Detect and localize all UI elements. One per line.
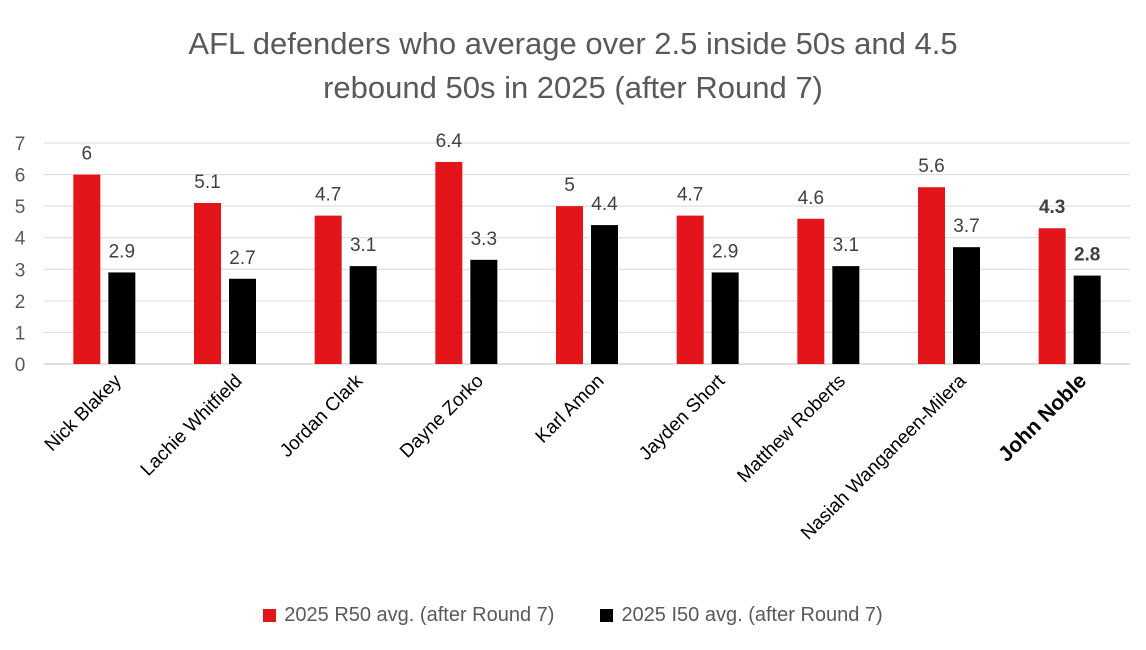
data-label-i50: 2.9 — [712, 241, 738, 262]
chart-title-line-2: rebound 50s in 2025 (after Round 7) — [323, 70, 823, 105]
legend-swatch-r50 — [263, 609, 277, 622]
data-label-r50: 4.6 — [798, 188, 824, 209]
y-tick-label: 0 — [15, 355, 26, 376]
bar-r50 — [797, 218, 825, 364]
data-label-i50: 2.7 — [229, 248, 255, 269]
y-tick-label: 2 — [15, 292, 26, 313]
bar-r50 — [314, 215, 342, 364]
x-category-label: Jayden Short — [635, 370, 730, 465]
y-tick-label: 3 — [15, 260, 26, 281]
y-tick-label: 7 — [15, 134, 26, 155]
data-label-i50: 4.4 — [591, 194, 618, 215]
data-label-i50: 2.9 — [109, 241, 135, 262]
y-tick-label: 4 — [15, 229, 26, 250]
legend-swatch-i50 — [600, 609, 614, 622]
bar-i50 — [108, 272, 136, 364]
data-label-r50: 4.7 — [315, 185, 341, 206]
y-tick-label: 6 — [15, 166, 26, 187]
data-label-r50: 4.7 — [677, 185, 703, 206]
data-label-i50: 3.1 — [350, 235, 376, 256]
chart-title: AFL defenders who average over 2.5 insid… — [0, 22, 1146, 110]
data-label-r50: 6.4 — [436, 131, 463, 152]
x-category-label: Dayne Zorko — [396, 371, 488, 463]
bar-r50 — [676, 215, 704, 364]
data-label-r50: 5.1 — [194, 172, 220, 193]
bar-i50 — [953, 247, 980, 364]
legend-item-r50: 2025 R50 avg. (after Round 7) — [263, 604, 554, 627]
x-category-label: Lachie Whitfield — [137, 371, 247, 481]
bar-i50 — [229, 278, 256, 364]
bar-r50 — [1038, 228, 1066, 364]
bar-i50 — [470, 259, 498, 364]
chart-title-line-1: AFL defenders who average over 2.5 insid… — [188, 26, 958, 61]
legend-label-r50: 2025 R50 avg. (after Round 7) — [284, 604, 555, 626]
bar-r50 — [435, 161, 463, 364]
bar-chart: 0 1 2 3 4 5 6 7 6 2.9 Nick Blakey 5.1 2.7 Lachie Whit… — [15, 131, 1130, 544]
bar-i50 — [349, 266, 377, 364]
bar-i50 — [711, 272, 739, 364]
x-category-label: Nick Blakey — [41, 370, 126, 455]
x-category-label: Matthew Roberts — [733, 371, 849, 487]
legend-label-i50: 2025 I50 avg. (after Round 7) — [621, 604, 883, 626]
data-label-r50: 5 — [564, 175, 575, 196]
bar-r50 — [918, 187, 945, 364]
bar-r50 — [194, 202, 221, 364]
x-category-label: Karl Amon — [532, 371, 609, 448]
data-label-i50: 3.3 — [471, 229, 497, 250]
data-label-r50: 6 — [82, 144, 93, 165]
data-label-r50: 5.6 — [918, 156, 944, 177]
bar-r50 — [556, 206, 583, 364]
data-label-i50: 3.1 — [833, 235, 859, 256]
bar-i50 — [591, 225, 618, 364]
bar-r50 — [73, 174, 101, 364]
bar-i50 — [1073, 275, 1101, 364]
legend-item-i50: 2025 I50 avg. (after Round 7) — [600, 604, 883, 627]
x-category-label: John Noble — [994, 369, 1091, 466]
bar-i50 — [832, 266, 860, 364]
data-label-i50: 3.7 — [953, 216, 979, 237]
y-tick-label: 1 — [15, 323, 26, 344]
data-label-r50: 4.3 — [1039, 197, 1065, 218]
chart-legend: 2025 R50 avg. (after Round 7) 2025 I50 a… — [0, 604, 1146, 627]
x-category-label: Jordan Clark — [276, 370, 367, 461]
y-tick-label: 5 — [15, 197, 26, 218]
data-label-i50: 2.8 — [1074, 245, 1100, 266]
